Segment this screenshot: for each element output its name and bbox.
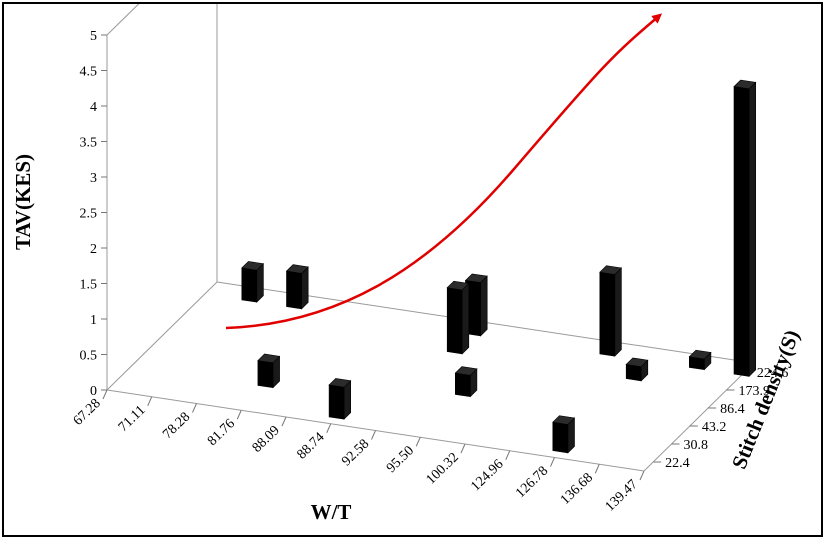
x-tick-mark bbox=[281, 416, 287, 427]
bar-top bbox=[285, 264, 309, 274]
y-tick-label: 1 bbox=[90, 313, 97, 328]
x-tick-mark bbox=[460, 443, 466, 454]
bar-front bbox=[257, 360, 274, 388]
x-tick-mark bbox=[236, 410, 242, 420]
bar bbox=[464, 273, 488, 337]
bar bbox=[241, 261, 265, 303]
bar-top bbox=[688, 349, 712, 360]
bar bbox=[599, 265, 623, 357]
x-tick-mark bbox=[326, 423, 332, 433]
bar-front bbox=[286, 270, 302, 310]
x-tick-label: 136.68 bbox=[558, 470, 596, 508]
x-tick-label: 88.09 bbox=[250, 423, 283, 456]
bar-top bbox=[454, 366, 478, 376]
x-tick-mark bbox=[371, 430, 376, 440]
side-wall-top-edge bbox=[106, 0, 144, 36]
z-tick-label: 224.6 bbox=[757, 366, 789, 381]
y-tick-label: 2.5 bbox=[80, 207, 98, 222]
bar-front bbox=[454, 372, 471, 397]
x-tick-mark bbox=[550, 457, 555, 467]
bar-front bbox=[446, 287, 463, 355]
z-tick-label: 173.9 bbox=[739, 384, 771, 399]
y-tick-label: 0 bbox=[90, 384, 97, 399]
bar-top bbox=[599, 265, 623, 275]
bar bbox=[688, 349, 712, 371]
x-tick-mark bbox=[102, 389, 108, 400]
bar bbox=[328, 378, 352, 420]
bar-front bbox=[241, 267, 258, 303]
bar-top bbox=[257, 353, 281, 364]
bar-front bbox=[733, 86, 750, 377]
y-tick-label: 4 bbox=[90, 100, 97, 115]
x-tick-mark bbox=[147, 396, 153, 406]
x-tick-label: 95.50 bbox=[384, 443, 417, 476]
bars bbox=[241, 79, 757, 454]
floor-right-edge bbox=[643, 362, 755, 472]
z-tick-label: 30.8 bbox=[684, 438, 709, 453]
bar-front bbox=[328, 384, 345, 420]
y-tick-label: 1.5 bbox=[80, 278, 98, 293]
x-tick-label: 78.28 bbox=[160, 410, 193, 443]
x-tick-label: 124.96 bbox=[468, 457, 506, 495]
x-tick-mark bbox=[594, 464, 600, 474]
y-axis-ticks: 0 0.5 1 1.5 2 2.5 3 3.5 4 4.5 5 bbox=[80, 29, 107, 399]
bar bbox=[285, 264, 309, 310]
x-tick-label: 92.58 bbox=[339, 437, 372, 470]
y-tick-label: 5 bbox=[90, 29, 97, 44]
x-tick-mark bbox=[192, 403, 197, 413]
trend-arrow bbox=[225, 13, 663, 330]
bar-front bbox=[599, 271, 616, 357]
bar-side bbox=[748, 81, 757, 378]
z-tick-label: 22.4 bbox=[665, 456, 690, 471]
y-tick-label: 3 bbox=[90, 171, 97, 186]
bar bbox=[625, 357, 649, 382]
bar-top bbox=[464, 273, 488, 283]
bar-top bbox=[552, 415, 576, 425]
chart-3d-column: 0 0.5 1 1.5 2 2.5 3 3.5 4 4.5 5 67.28 71.11 78.28 81.… bbox=[11, 0, 804, 524]
x-axis-ticks: 67.28 71.11 78.28 81.76 88.09 88.74 92.58 95.50… bbox=[71, 389, 645, 515]
x-tick-label: 126.78 bbox=[513, 464, 551, 502]
y-tick-label: 2 bbox=[90, 242, 97, 257]
x-tick-label: 67.28 bbox=[71, 396, 104, 429]
x-tick-mark bbox=[505, 450, 511, 460]
x-tick-label: 81.76 bbox=[205, 416, 238, 449]
bar-top bbox=[446, 280, 470, 291]
bar-side bbox=[614, 267, 622, 357]
x-tick-label: 71.11 bbox=[116, 403, 149, 435]
y-axis-title: TAV(KES) bbox=[11, 154, 35, 250]
bar-top bbox=[733, 79, 757, 90]
y-tick-label: 0.5 bbox=[80, 349, 98, 364]
bar-side bbox=[461, 282, 470, 355]
bar-top bbox=[328, 378, 352, 388]
chart-walls bbox=[106, 0, 755, 472]
bar bbox=[552, 415, 576, 454]
z-tick-label: 86.4 bbox=[720, 402, 745, 417]
bar-top bbox=[625, 357, 649, 368]
y-tick-label: 4.5 bbox=[80, 65, 98, 80]
bar bbox=[257, 353, 281, 389]
bar bbox=[454, 366, 478, 398]
x-axis-title: W/T bbox=[311, 500, 352, 524]
x-tick-mark bbox=[415, 437, 421, 447]
y-tick-label: 3.5 bbox=[80, 136, 98, 151]
z-tick-label: 43.2 bbox=[702, 420, 727, 435]
x-tick-label: 139.47 bbox=[603, 477, 641, 515]
z-axis-ticks: 22.4 30.8 43.2 86.4 173.9 224.6 bbox=[653, 366, 788, 471]
bar-side bbox=[480, 275, 488, 337]
x-tick-label: 100.32 bbox=[424, 450, 462, 488]
bar bbox=[446, 280, 470, 355]
bar-front bbox=[625, 364, 642, 382]
bar-top bbox=[241, 261, 265, 271]
floor-left-edge bbox=[106, 281, 218, 391]
bar-side bbox=[301, 266, 309, 310]
x-tick-label: 88.74 bbox=[294, 430, 327, 463]
x-tick-mark bbox=[639, 470, 645, 481]
bar-front bbox=[552, 421, 569, 454]
bar bbox=[733, 79, 757, 378]
